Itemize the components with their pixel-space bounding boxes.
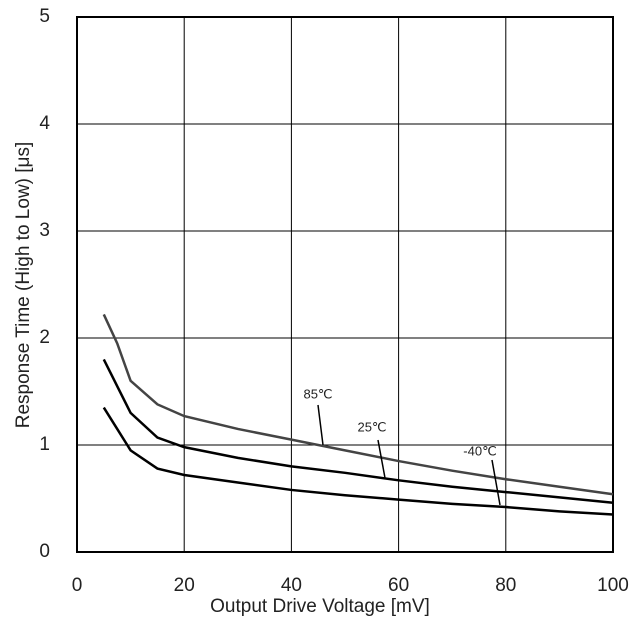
x-tick-label: 20 — [174, 575, 195, 596]
y-tick-label: 1 — [39, 434, 50, 455]
y-tick-label: 4 — [39, 113, 50, 134]
line-series — [102, 406, 614, 516]
x-tick-label: 80 — [495, 575, 516, 596]
line-series — [102, 313, 614, 496]
series-label: -40℃ — [463, 443, 496, 458]
label-pointer — [491, 459, 501, 506]
x-tick-label: 40 — [281, 575, 302, 596]
y-tick-label: 0 — [39, 541, 50, 562]
y-tick-label: 3 — [39, 220, 50, 241]
x-tick-label: 100 — [597, 575, 629, 596]
series-label: 25℃ — [357, 419, 386, 434]
series-label: 85℃ — [303, 386, 332, 401]
label-pointer — [377, 439, 386, 479]
x-tick-label: 60 — [388, 575, 409, 596]
x-axis-title: Output Drive Voltage [mV] — [210, 596, 430, 617]
line-series — [102, 358, 614, 505]
label-pointer — [317, 404, 324, 446]
y-tick-label: 2 — [39, 327, 50, 348]
y-tick-label: 5 — [39, 6, 50, 27]
y-axis-title: Response Time (High to Low) [μs] — [13, 142, 34, 429]
x-tick-label: 0 — [72, 575, 83, 596]
plot-frame — [76, 16, 614, 553]
